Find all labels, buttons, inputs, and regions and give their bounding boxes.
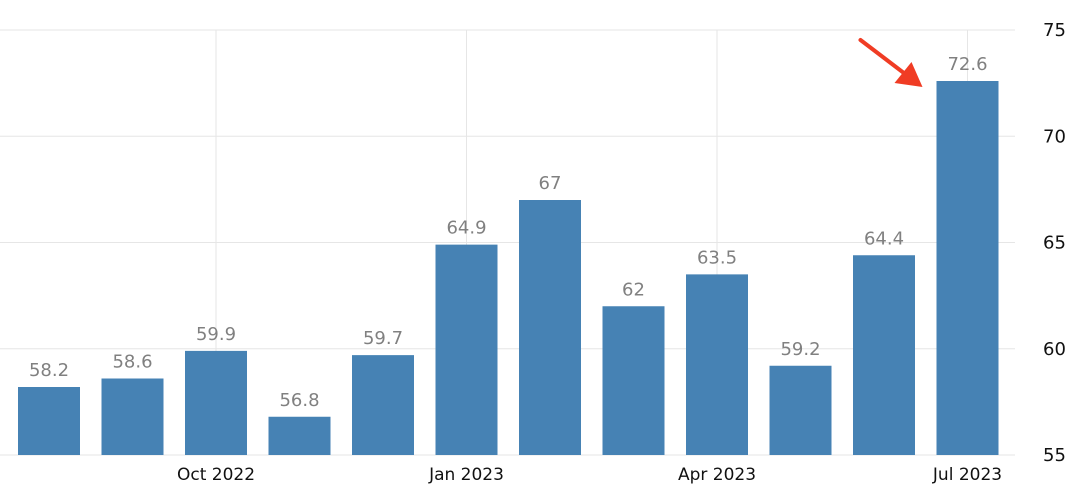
x-tick-label-1: Jan 2023	[428, 465, 504, 485]
bar-value-label-6: 67	[539, 173, 562, 194]
bar-value-label-5: 64.9	[446, 218, 486, 239]
bar-5	[435, 244, 498, 455]
bars-group	[18, 81, 999, 455]
annotation-arrow-shaft	[858, 38, 909, 77]
y-tick-label-2: 65	[1043, 233, 1066, 254]
bar-11	[936, 81, 999, 455]
bar-9	[769, 365, 832, 455]
bar-value-labels: 58.2 58.6 59.9 56.8 59.7 64.9 67 62 63.5 59.2 64.4…	[29, 54, 988, 411]
bar-6	[519, 200, 581, 455]
bar-value-label-8: 63.5	[697, 247, 737, 268]
x-axis-tick-labels: Oct 2022 Jan 2023 Apr 2023 Jul 2023	[177, 465, 1002, 485]
bar-4	[352, 355, 414, 455]
bar-value-label-4: 59.7	[363, 328, 403, 349]
bar-0	[18, 387, 80, 455]
y-tick-label-1: 60	[1043, 339, 1066, 360]
bar-value-label-3: 56.8	[279, 390, 319, 411]
bar-value-label-10: 64.4	[864, 228, 904, 249]
y-tick-label-3: 70	[1043, 126, 1066, 147]
bar-value-label-0: 58.2	[29, 360, 69, 381]
bar-value-label-2: 59.9	[196, 324, 236, 345]
x-tick-label-3: Jul 2023	[932, 465, 1002, 485]
bar-1	[101, 378, 164, 455]
bar-value-label-7: 62	[622, 279, 645, 300]
bar-2	[185, 350, 247, 455]
bar-7	[602, 306, 665, 455]
annotation-arrow-icon	[858, 38, 923, 87]
bar-10	[853, 255, 915, 455]
bar-value-label-11: 72.6	[947, 54, 987, 75]
x-tick-label-0: Oct 2022	[177, 465, 255, 485]
x-tick-label-2: Apr 2023	[678, 465, 756, 485]
bar-3	[268, 416, 331, 455]
bar-value-label-9: 59.2	[780, 339, 820, 360]
y-tick-label-0: 55	[1043, 445, 1066, 466]
y-tick-label-4: 75	[1043, 20, 1066, 41]
y-axis-tick-labels: 55 60 65 70 75	[1043, 20, 1066, 466]
bar-value-label-1: 58.6	[112, 352, 152, 373]
grid-lines	[0, 29, 1015, 456]
annotation-arrow-head	[894, 62, 923, 87]
bar-8	[686, 274, 748, 455]
